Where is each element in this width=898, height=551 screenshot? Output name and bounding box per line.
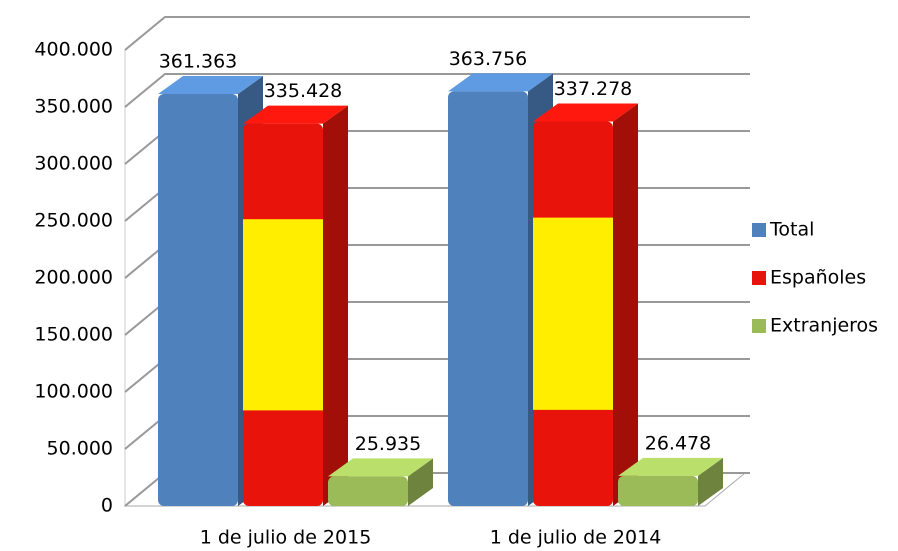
bar-top [448, 73, 553, 92]
bar-top [533, 103, 638, 122]
value-label: 337.278 [554, 78, 633, 100]
x-tick-label: 1 de julio de 2015 [200, 527, 372, 549]
value-label: 335.428 [264, 80, 343, 102]
y-tick-label: 300.000 [34, 153, 113, 175]
y-tick-label: 400.000 [34, 39, 113, 61]
y-tick-label: 200.000 [34, 267, 113, 289]
bar [328, 476, 408, 506]
legend-label: Total [769, 219, 814, 241]
bar-top [158, 76, 263, 95]
legend-swatch [752, 223, 766, 237]
y-tick-label: 100.000 [34, 381, 113, 403]
legend-label: Extranjeros [770, 315, 878, 337]
grid-line [124, 73, 750, 108]
value-label: 363.756 [449, 48, 528, 70]
value-label: 25.935 [355, 433, 421, 455]
legend-swatch [752, 319, 766, 333]
bar-side [408, 458, 433, 506]
bar-side [613, 103, 638, 506]
legend-label: Españoles [770, 267, 866, 289]
bar [158, 94, 238, 507]
bar [618, 475, 698, 506]
y-tick-label: 150.000 [34, 324, 113, 346]
bar-top [243, 105, 348, 124]
value-label: 361.363 [159, 51, 238, 73]
bar [448, 91, 528, 506]
flag-stripe [243, 219, 323, 411]
flag-stripe [533, 217, 613, 410]
legend-swatch [752, 271, 766, 285]
y-tick-label: 50.000 [47, 438, 113, 460]
bar-side [323, 105, 348, 506]
bar-side [698, 457, 723, 506]
value-label: 26.478 [645, 432, 711, 454]
x-tick-label: 1 de julio de 2014 [490, 527, 662, 549]
grid-line [124, 16, 750, 51]
y-tick-label: 350.000 [34, 96, 113, 118]
bar-top [618, 457, 723, 476]
y-tick-label: 250.000 [34, 210, 113, 232]
y-tick-label: 0 [101, 495, 113, 517]
bar-top [328, 458, 433, 477]
